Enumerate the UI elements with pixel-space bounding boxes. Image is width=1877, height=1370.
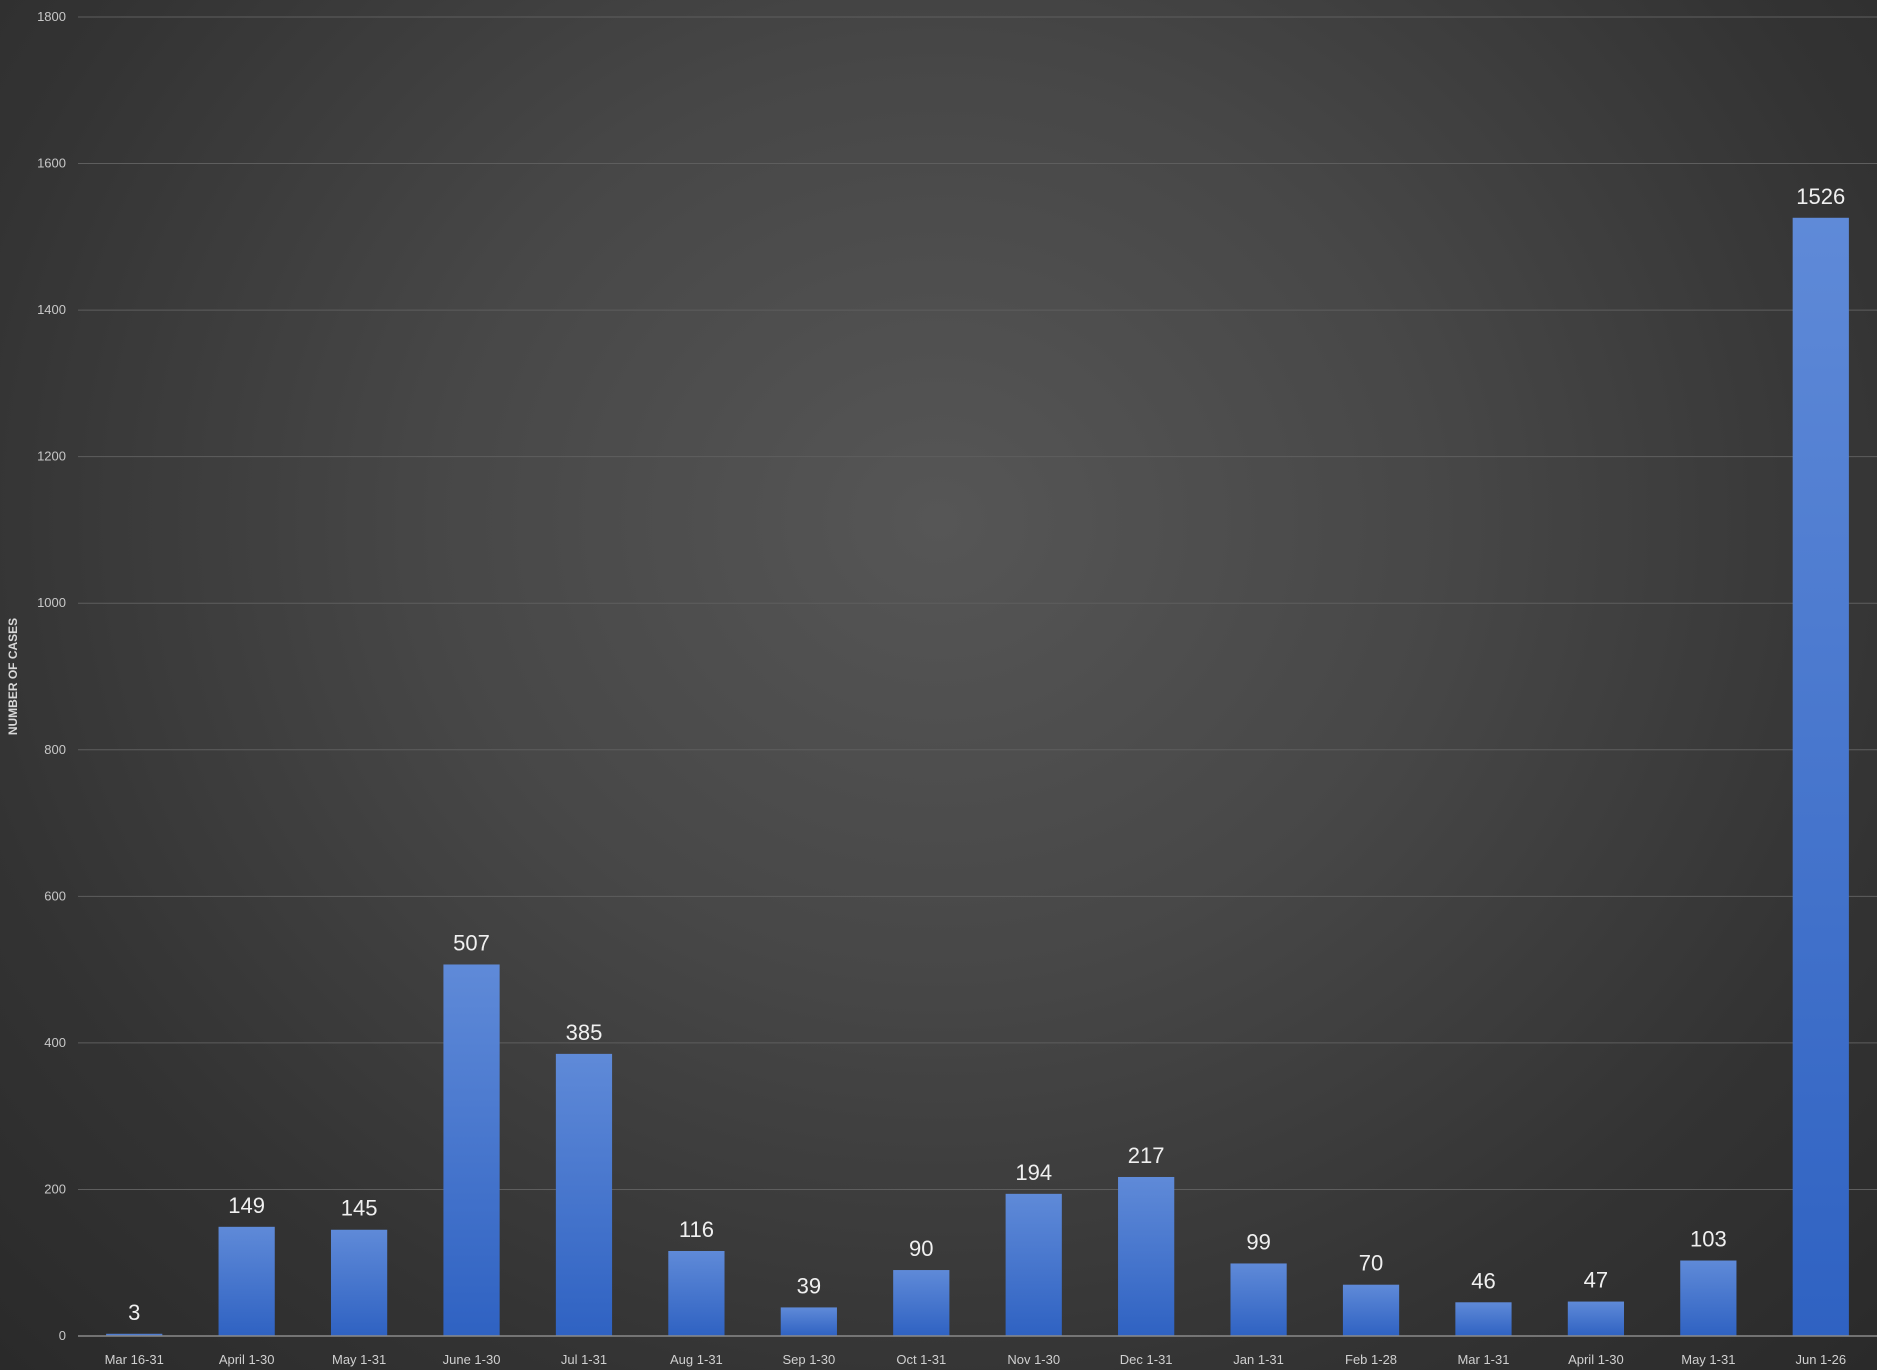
y-tick-label: 1800	[37, 9, 66, 24]
x-tick-label: April 1-30	[219, 1352, 275, 1367]
bar	[1567, 1301, 1625, 1336]
x-tick-label: Sep 1-30	[782, 1352, 835, 1367]
y-tick-label: 800	[44, 742, 66, 757]
y-tick-label: 200	[44, 1181, 66, 1196]
y-tick-label: 1400	[37, 302, 66, 317]
bars	[106, 217, 1849, 1336]
x-tick-label: Jan 1-31	[1233, 1352, 1284, 1367]
bar	[443, 964, 500, 1336]
y-tick-label: 0	[59, 1328, 66, 1343]
y-tick-label: 400	[44, 1035, 66, 1050]
x-axis-labels: Mar 16-31 April 1-30 May 1-31 June 1-30 Jul …	[105, 1352, 1846, 1367]
data-label: 70	[1359, 1251, 1383, 1276]
data-label: 47	[1584, 1268, 1608, 1293]
y-tick-label: 1600	[37, 156, 66, 171]
data-labels: 3 149 145 507 385 116 39 90 194 217 99 70 46 47 103 152…	[128, 184, 1845, 1325]
bar	[330, 1229, 388, 1336]
bar	[106, 1333, 163, 1336]
data-label: 385	[566, 1020, 603, 1045]
data-label: 149	[228, 1193, 265, 1218]
data-label: 99	[1246, 1229, 1270, 1254]
bar	[1680, 1260, 1737, 1336]
bar	[893, 1270, 950, 1336]
x-tick-label: Dec 1-31	[1120, 1352, 1173, 1367]
x-tick-label: Oct 1-31	[896, 1352, 946, 1367]
data-label: 116	[679, 1217, 714, 1242]
bar	[1118, 1176, 1175, 1336]
data-label: 194	[1015, 1160, 1052, 1185]
bar	[780, 1307, 837, 1336]
x-tick-label: Aug 1-31	[670, 1352, 723, 1367]
x-tick-label: Feb 1-28	[1345, 1352, 1397, 1367]
data-label: 217	[1128, 1143, 1165, 1168]
x-tick-label: Jun 1-26	[1795, 1352, 1846, 1367]
data-label: 90	[909, 1236, 933, 1261]
data-label: 103	[1690, 1227, 1727, 1252]
x-tick-label: April 1-30	[1568, 1352, 1624, 1367]
bar	[1230, 1263, 1287, 1336]
y-axis-ticks: 0 200 400 600 800 1000 1200 1400 1600 1800	[37, 9, 66, 1343]
bar	[1792, 217, 1849, 1336]
bar	[1342, 1284, 1400, 1336]
y-tick-label: 600	[44, 888, 66, 903]
y-axis-title: NUMBER OF CASES	[6, 618, 20, 735]
data-label: 1526	[1796, 184, 1845, 209]
bar	[1005, 1193, 1062, 1336]
y-tick-label: 1200	[37, 449, 66, 464]
data-label: 46	[1471, 1268, 1495, 1293]
x-tick-label: Jul 1-31	[561, 1352, 607, 1367]
bar	[1455, 1302, 1512, 1336]
bar	[668, 1250, 725, 1336]
x-tick-label: June 1-30	[443, 1352, 501, 1367]
gridlines	[78, 16, 1877, 1190]
data-label: 145	[341, 1196, 378, 1221]
x-tick-label: May 1-31	[1681, 1352, 1735, 1367]
x-tick-label: Mar 16-31	[105, 1352, 164, 1367]
bar	[555, 1053, 613, 1336]
x-tick-label: Nov 1-30	[1007, 1352, 1060, 1367]
x-tick-label: Mar 1-31	[1457, 1352, 1509, 1367]
x-tick-label: May 1-31	[332, 1352, 386, 1367]
data-label: 3	[128, 1300, 140, 1325]
y-tick-label: 1000	[37, 595, 66, 610]
bar	[218, 1226, 275, 1336]
data-label: 507	[453, 930, 490, 955]
data-label: 39	[797, 1273, 821, 1298]
